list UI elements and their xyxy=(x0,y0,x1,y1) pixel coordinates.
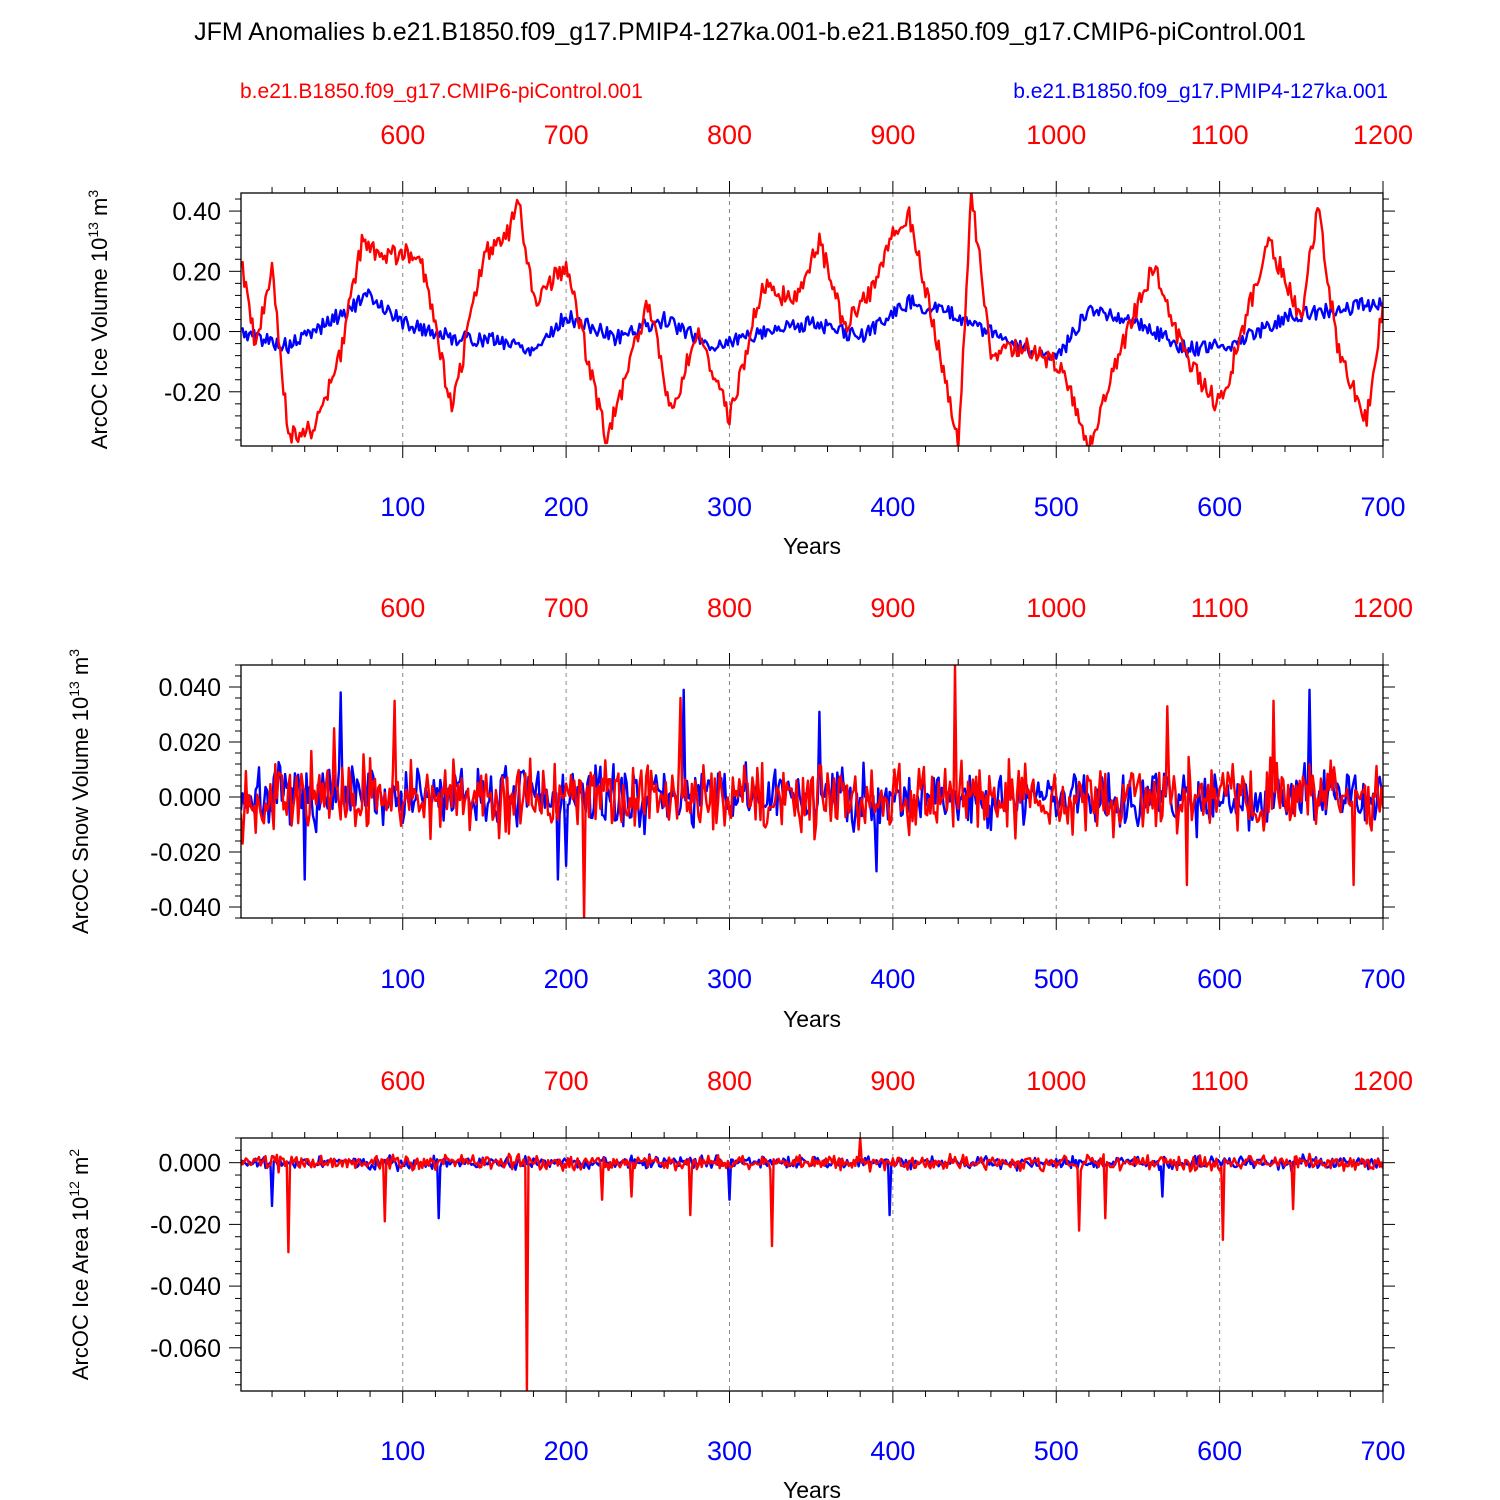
x-tick-label-bottom: 500 xyxy=(1034,964,1079,994)
x-tick-label-bottom: 500 xyxy=(1034,1436,1079,1466)
x-axis-label: Years xyxy=(783,1477,841,1500)
x-tick-label-top: 900 xyxy=(870,1066,915,1096)
chart-panel-ice-area: 100 200 300 400 500 600 700 600 700 800 900 1000 110… xyxy=(66,1066,1413,1500)
figure-title: JFM Anomalies b.e21.B1850.f09_g17.PMIP4-… xyxy=(194,18,1306,46)
legend-127ka-label: b.e21.B1850.f09_g17.PMIP4-127ka.001 xyxy=(1013,80,1388,103)
x-tick-label-top: 600 xyxy=(380,120,425,150)
y-tick-label: 0.000 xyxy=(158,1150,221,1178)
x-tick-label-bottom: 400 xyxy=(870,964,915,994)
x-tick-label-top: 600 xyxy=(380,1066,425,1096)
series-line-blue xyxy=(241,288,1383,361)
x-axis-label: Years xyxy=(783,1006,841,1032)
x-tick-label-top: 1100 xyxy=(1191,1066,1249,1096)
x-axis-label: Years xyxy=(783,533,841,559)
y-tick-label: 0.040 xyxy=(158,674,221,702)
y-tick-label: -0.040 xyxy=(150,894,221,922)
x-tick-label-bottom: 100 xyxy=(380,492,425,522)
x-tick-label-bottom: 100 xyxy=(380,1436,425,1466)
x-tick-label-top: 800 xyxy=(707,1066,752,1096)
x-tick-label-top: 1000 xyxy=(1026,120,1086,150)
x-tick-label-top: 1000 xyxy=(1026,1066,1086,1096)
y-tick-label: -0.040 xyxy=(150,1273,221,1301)
x-tick-label-top: 700 xyxy=(544,593,589,623)
x-tick-label-top: 1100 xyxy=(1191,593,1249,623)
x-tick-label-top: 1200 xyxy=(1353,593,1413,623)
x-tick-label-top: 800 xyxy=(707,120,752,150)
y-axis-label: ArcOC Snow Volume 1013 m3 xyxy=(66,649,93,934)
series-line-red xyxy=(241,665,1383,918)
x-tick-label-bottom: 600 xyxy=(1197,1436,1242,1466)
y-axis-label: ArcOC Ice Area 1012 m2 xyxy=(66,1149,93,1380)
y-tick-label: -0.20 xyxy=(164,379,221,407)
x-tick-label-bottom: 100 xyxy=(380,964,425,994)
x-tick-label-top: 1000 xyxy=(1026,593,1086,623)
x-tick-label-bottom: 300 xyxy=(707,492,752,522)
y-tick-label: 0.40 xyxy=(172,198,221,226)
x-tick-label-top: 700 xyxy=(544,120,589,150)
x-tick-label-top: 800 xyxy=(707,593,752,623)
x-tick-label-bottom: 700 xyxy=(1360,964,1405,994)
y-tick-label: -0.020 xyxy=(150,839,221,867)
y-tick-label: -0.060 xyxy=(150,1335,221,1363)
x-tick-label-top: 900 xyxy=(870,120,915,150)
series-line-red xyxy=(241,193,1383,446)
x-tick-label-bottom: 500 xyxy=(1034,492,1079,522)
x-tick-label-bottom: 700 xyxy=(1360,492,1405,522)
x-tick-label-top: 600 xyxy=(380,593,425,623)
x-tick-label-top: 700 xyxy=(544,1066,589,1096)
x-tick-label-bottom: 300 xyxy=(707,1436,752,1466)
x-tick-label-bottom: 300 xyxy=(707,964,752,994)
y-tick-label: -0.020 xyxy=(150,1211,221,1239)
x-tick-label-top: 1100 xyxy=(1191,120,1249,150)
x-tick-label-top: 900 xyxy=(870,593,915,623)
x-tick-label-bottom: 700 xyxy=(1360,1436,1405,1466)
x-tick-label-bottom: 600 xyxy=(1197,964,1242,994)
y-axis-label: ArcOC Ice Volume 1013 m3 xyxy=(85,190,112,450)
y-tick-label: 0.20 xyxy=(172,258,221,286)
x-tick-label-bottom: 400 xyxy=(870,492,915,522)
y-tick-label: 0.000 xyxy=(158,784,221,812)
series-line-red xyxy=(241,1138,1383,1391)
x-tick-label-bottom: 200 xyxy=(544,1436,589,1466)
chart-panel-snow-volume: 100 200 300 400 500 600 700 600 700 800 900 1000 110… xyxy=(66,593,1413,1032)
plot-frame xyxy=(240,664,1384,919)
plot-frame xyxy=(240,1137,1384,1392)
x-tick-label-bottom: 400 xyxy=(870,1436,915,1466)
x-tick-label-bottom: 600 xyxy=(1197,492,1242,522)
y-tick-label: 0.00 xyxy=(172,319,221,347)
chart-panel-ice-volume: 100 200 300 400 500 600 700 600 700 800 900 1000 110… xyxy=(85,120,1413,559)
x-tick-label-bottom: 200 xyxy=(544,492,589,522)
y-tick-label: 0.020 xyxy=(158,729,221,757)
legend-picontrol-label: b.e21.B1850.f09_g17.CMIP6-piControl.001 xyxy=(240,80,643,103)
x-tick-label-top: 1200 xyxy=(1353,1066,1413,1096)
x-tick-label-top: 1200 xyxy=(1353,120,1413,150)
x-tick-label-bottom: 200 xyxy=(544,964,589,994)
